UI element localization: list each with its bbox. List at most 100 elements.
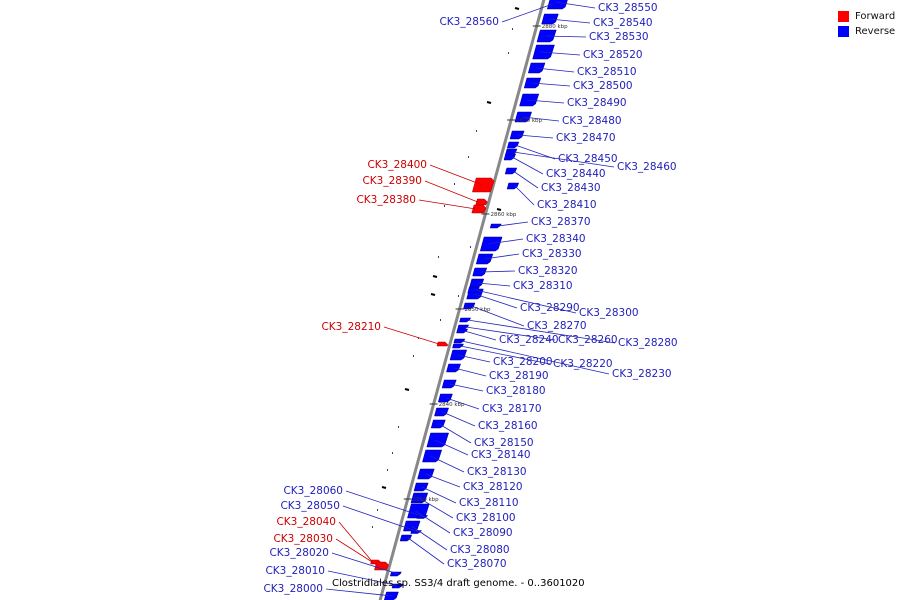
- scale-label: 2840 kbp: [439, 402, 465, 408]
- gene-feature-ck3-28380[interactable]: [471, 204, 487, 214]
- gene-feature-ck3-28230[interactable]: [453, 338, 466, 344]
- gene-label[interactable]: CK3_28380: [356, 194, 416, 206]
- gene-label[interactable]: CK3_28100: [456, 512, 516, 524]
- gene-feature-ck3-28110[interactable]: [413, 482, 429, 492]
- gene-label[interactable]: CK3_28060: [283, 485, 343, 497]
- gene-label[interactable]: CK3_28540: [593, 17, 653, 29]
- gene-label[interactable]: CK3_28460: [617, 161, 677, 173]
- leader-line: [461, 340, 610, 375]
- gene-label[interactable]: CK3_28390: [362, 175, 422, 187]
- gene-feature-ck3-28220[interactable]: [452, 343, 464, 349]
- gene-label[interactable]: CK3_28020: [269, 547, 329, 559]
- gene-feature-ck3-28390[interactable]: [475, 198, 488, 206]
- gene-feature-ck3-28260[interactable]: [457, 324, 470, 330]
- gene-label[interactable]: CK3_28510: [577, 66, 637, 78]
- leader-line: [501, 3, 553, 23]
- gene-label[interactable]: CK3_28080: [450, 544, 510, 556]
- gene-feature-ck3-28450[interactable]: [506, 141, 520, 149]
- gene-label[interactable]: CK3_28090: [453, 527, 513, 539]
- leader-line: [457, 354, 491, 363]
- leader-line: [460, 345, 551, 365]
- minor-feature-mark: [432, 275, 438, 278]
- gene-label[interactable]: CK3_28300: [579, 307, 639, 319]
- gene-feature-ck3-28280[interactable]: [459, 317, 472, 323]
- gene-label[interactable]: CK3_28370: [531, 216, 591, 228]
- leader-line: [418, 199, 476, 210]
- gene-feature-ck3-28300[interactable]: [467, 286, 480, 294]
- gene-label[interactable]: CK3_28430: [541, 182, 601, 194]
- gene-label[interactable]: CK3_28200: [493, 356, 553, 368]
- gene-label[interactable]: CK3_28470: [556, 132, 616, 144]
- gene-label[interactable]: CK3_28120: [463, 481, 523, 493]
- gene-label[interactable]: CK3_28110: [459, 497, 519, 509]
- gene-label[interactable]: CK3_28270: [527, 320, 587, 332]
- gene-label[interactable]: CK3_28440: [546, 168, 606, 180]
- gene-label[interactable]: CK3_28180: [486, 385, 546, 397]
- gene-label[interactable]: CK3_28010: [265, 565, 325, 577]
- reverse-swatch: [838, 26, 849, 37]
- leader-line: [514, 185, 535, 206]
- gene-label[interactable]: CK3_28400: [367, 159, 427, 171]
- gene-label[interactable]: CK3_28130: [467, 466, 527, 478]
- gene-feature-ck3-28410[interactable]: [506, 182, 520, 190]
- forward-swatch: [838, 11, 849, 22]
- legend-forward: Forward: [838, 9, 895, 24]
- leader-line: [512, 170, 539, 189]
- gene-label[interactable]: CK3_28150: [474, 437, 534, 449]
- gene-label[interactable]: CK3_28030: [273, 533, 333, 545]
- gene-feature-ck3-28400[interactable]: [472, 177, 495, 193]
- gene-label[interactable]: CK3_28520: [583, 49, 643, 61]
- leader-line: [515, 144, 556, 160]
- gene-feature-ck3-28320[interactable]: [472, 267, 488, 277]
- gene-label[interactable]: CK3_28240: [499, 334, 559, 346]
- gene-label[interactable]: CK3_28190: [489, 370, 549, 382]
- gene-feature-ck3-28270[interactable]: [463, 302, 476, 310]
- gene-label[interactable]: CK3_28550: [598, 2, 658, 14]
- gene-label[interactable]: CK3_28560: [439, 16, 499, 28]
- gene-label[interactable]: CK3_28480: [562, 115, 622, 127]
- leader-line: [536, 67, 575, 73]
- gene-feature-ck3-28340[interactable]: [479, 236, 503, 252]
- leader-line: [429, 164, 483, 186]
- gene-label[interactable]: CK3_28160: [478, 420, 538, 432]
- gene-feature-ck3-28470[interactable]: [509, 130, 525, 140]
- gene-feature-ck3-28180[interactable]: [441, 379, 457, 389]
- gene-label[interactable]: CK3_28290: [520, 302, 580, 314]
- gene-feature-ck3-28020[interactable]: [389, 571, 402, 577]
- gene-label[interactable]: CK3_28170: [482, 403, 542, 415]
- gene-label[interactable]: CK3_28070: [447, 558, 507, 570]
- gene-label[interactable]: CK3_28220: [553, 358, 613, 370]
- gene-label[interactable]: CK3_28260: [558, 334, 618, 346]
- gene-feature-ck3-28190[interactable]: [446, 363, 461, 373]
- gene-label[interactable]: CK3_28500: [573, 80, 633, 92]
- gene-feature-ck3-28160[interactable]: [434, 407, 449, 417]
- gene-feature-ck3-28030[interactable]: [374, 561, 389, 571]
- gene-label[interactable]: CK3_28000: [263, 583, 323, 595]
- gene-label[interactable]: CK3_28280: [618, 337, 678, 349]
- gene-label[interactable]: CK3_28330: [522, 248, 582, 260]
- gene-feature-ck3-28210[interactable]: [436, 341, 449, 347]
- gene-feature-ck3-28170[interactable]: [437, 393, 453, 403]
- gene-feature-ck3-28070[interactable]: [399, 534, 413, 542]
- gene-label[interactable]: CK3_28450: [558, 153, 618, 165]
- gene-feature-ck3-28310[interactable]: [469, 278, 485, 288]
- gene-label[interactable]: CK3_28040: [276, 516, 336, 528]
- gene-feature-ck3-28370[interactable]: [489, 223, 502, 229]
- gene-label[interactable]: CK3_28410: [537, 199, 597, 211]
- gene-feature-ck3-28240[interactable]: [456, 328, 469, 334]
- genome-caption: Clostridiales sp. SS3/4 draft genome. - …: [332, 578, 585, 589]
- leader-line: [522, 116, 560, 122]
- gene-label[interactable]: CK3_28310: [513, 280, 573, 292]
- gene-feature-ck3-28430[interactable]: [504, 167, 518, 175]
- gene-label[interactable]: CK3_28050: [280, 500, 340, 512]
- gene-label[interactable]: CK3_28320: [518, 265, 578, 277]
- gene-feature-ck3-28550[interactable]: [546, 0, 569, 10]
- gene-label[interactable]: CK3_28140: [471, 449, 531, 461]
- gene-label[interactable]: CK3_28530: [589, 31, 649, 43]
- gene-label[interactable]: CK3_28210: [321, 321, 381, 333]
- gene-label[interactable]: CK3_28340: [526, 233, 586, 245]
- gene-label[interactable]: CK3_28230: [612, 368, 672, 380]
- gene-feature-ck3-28440[interactable]: [503, 153, 517, 161]
- leader-line: [532, 82, 571, 87]
- gene-label[interactable]: CK3_28490: [567, 97, 627, 109]
